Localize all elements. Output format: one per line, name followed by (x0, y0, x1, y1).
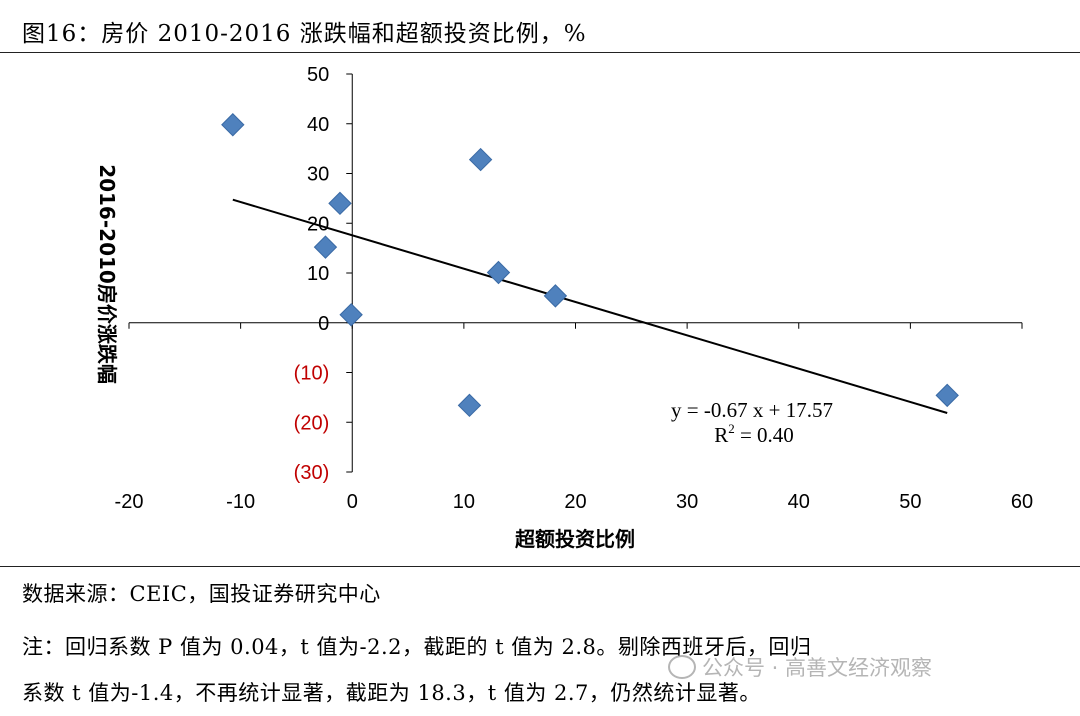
y-tick-label: 0 (318, 313, 329, 335)
y-tick-label: (20) (294, 412, 330, 434)
y-tick-label: 30 (307, 164, 329, 186)
x-tick-label: 0 (347, 491, 358, 513)
data-point (468, 147, 493, 172)
data-point (486, 260, 511, 285)
data-point (221, 113, 245, 137)
bottom-rule (0, 566, 1080, 567)
y-tick-label: 40 (307, 114, 329, 136)
y-tick-label: (30) (294, 462, 330, 484)
x-tick-label: 50 (899, 491, 921, 513)
x-tick-label: 10 (453, 491, 475, 513)
x-tick-label: 30 (676, 491, 698, 513)
y-tick-label: 50 (307, 64, 329, 86)
top-rule (0, 52, 1080, 53)
y-axis-title: 2016-2010房价涨跌幅 (95, 164, 119, 384)
wechat-icon (668, 655, 696, 679)
trend-r-squared: R2 = 0.40 (714, 421, 794, 447)
scatter-chart: -20-10010203040506050403020100(10)(20)(3… (95, 64, 1034, 551)
data-point (313, 235, 338, 259)
data-point (339, 303, 363, 327)
x-tick-label: 40 (788, 491, 810, 513)
footnote-line-2: 系数 t 值为-1.4，不再统计显著，截距为 18.3，t 值为 2.7，仍然统… (22, 681, 761, 705)
watermark: 公众号 · 高善文经济观察 (668, 652, 932, 682)
data-points (221, 113, 959, 418)
x-tick-label: -20 (115, 491, 144, 513)
tick-labels: -20-10010203040506050403020100(10)(20)(3… (115, 64, 1034, 513)
axes (128, 73, 1023, 473)
source-note: 数据来源：CEIC，国投证券研究中心 (22, 582, 381, 606)
x-tick-label: 20 (564, 491, 586, 513)
x-tick-label: 60 (1011, 491, 1033, 513)
x-axis-title: 超额投资比例 (514, 527, 635, 551)
data-point (457, 393, 482, 418)
data-point (543, 284, 568, 308)
trend-equation: y = -0.67 x + 17.57 (671, 398, 833, 422)
figure-title: 图16：房价 2010-2016 涨跌幅和超额投资比例，% (22, 21, 587, 47)
data-point (935, 383, 959, 408)
y-tick-label: (10) (294, 363, 330, 385)
trendline (232, 198, 948, 414)
watermark-text: 公众号 · 高善文经济观察 (702, 656, 933, 680)
data-point (328, 191, 352, 216)
y-tick-label: 10 (307, 263, 329, 285)
x-tick-label: -10 (226, 491, 255, 513)
